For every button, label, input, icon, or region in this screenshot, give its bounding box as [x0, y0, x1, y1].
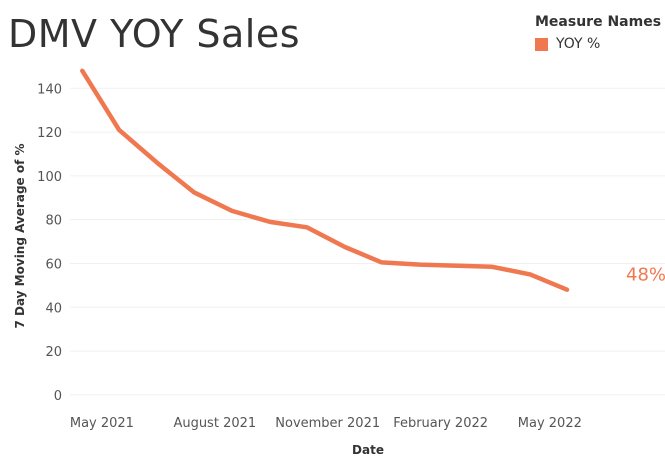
y-axis-title: 7 Day Moving Average of % [13, 143, 27, 328]
legend-title: Measure Names [535, 14, 662, 30]
x-tick-label: August 2021 [173, 416, 256, 431]
x-tick-label: November 2021 [275, 416, 380, 431]
data-point [80, 69, 84, 73]
data-point [305, 225, 309, 229]
series-line [80, 68, 570, 292]
data-point [155, 161, 159, 165]
y-tick-label: 140 [37, 82, 62, 97]
data-point [343, 245, 347, 249]
y-tick-label: 80 [45, 214, 62, 229]
x-tick-label: May 2022 [518, 416, 582, 431]
data-point [418, 262, 422, 266]
legend-item-yoy[interactable]: YOY % [535, 36, 661, 52]
data-point [528, 272, 532, 276]
data-point [117, 128, 121, 132]
y-tick-label: 20 [45, 345, 62, 360]
legend-swatch [535, 37, 548, 51]
y-tick-label: 60 [45, 257, 62, 272]
data-point [490, 265, 494, 269]
end-value-label: 48% [626, 265, 665, 286]
y-tick-label: 120 [37, 126, 62, 141]
x-axis-ticks: May 2021 August 2021 November 2021 February… [70, 416, 582, 431]
data-point [268, 220, 272, 224]
series-layer: 48% [80, 68, 665, 292]
data-point [192, 190, 196, 194]
gridlines [70, 87, 665, 396]
x-tick-label: February 2022 [393, 416, 488, 431]
legend-label: YOY % [556, 36, 601, 52]
legend: Measure Names YOY % [535, 14, 661, 52]
y-tick-label: 40 [45, 301, 62, 316]
x-tick-label: May 2021 [70, 416, 134, 431]
data-point [380, 260, 384, 264]
chart-title: DMV YOY Sales [8, 12, 301, 56]
x-axis-title: Date [352, 443, 384, 457]
y-tick-label: 100 [37, 170, 62, 185]
y-axis-ticks: 0 20 40 60 80 100 120 140 [37, 82, 62, 404]
data-point [456, 263, 460, 267]
y-tick-label: 0 [54, 389, 62, 404]
data-point [230, 209, 234, 213]
data-point [565, 288, 569, 292]
